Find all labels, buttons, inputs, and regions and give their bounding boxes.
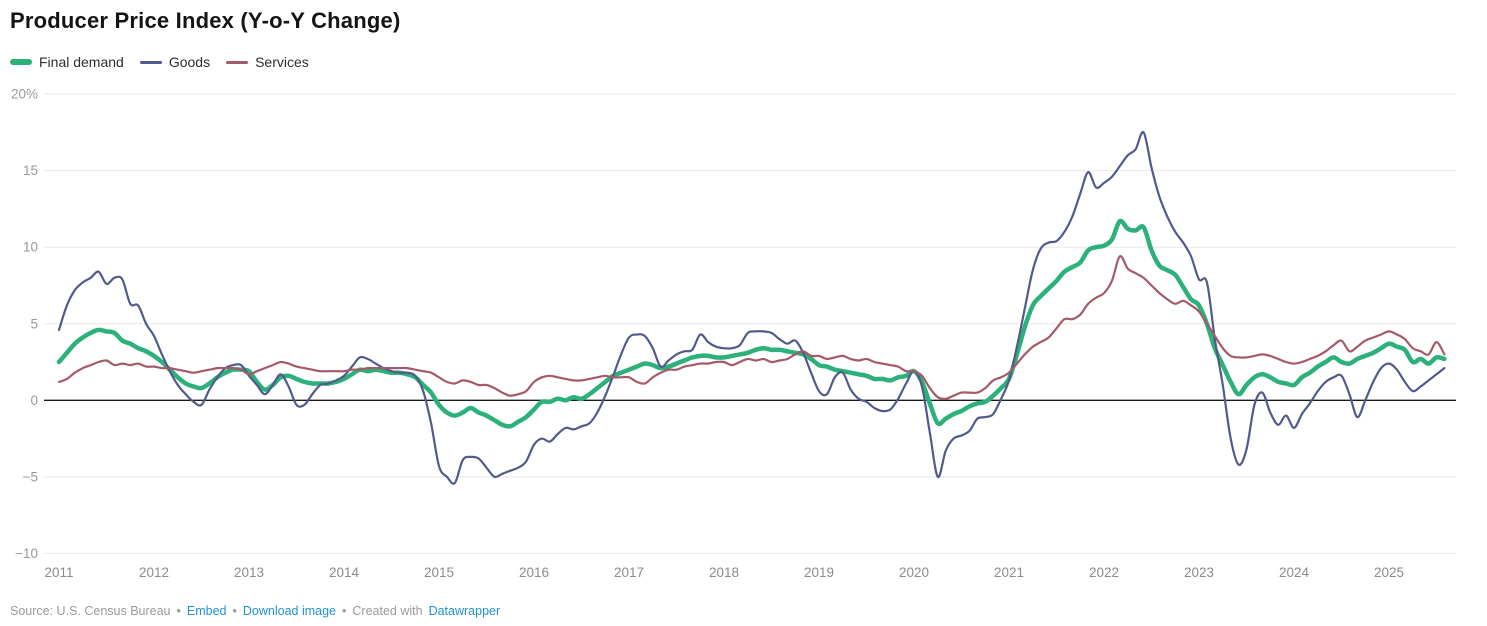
chart-footer: Source: U.S. Census Bureau • Embed • Dow… <box>10 604 500 618</box>
x-axis-tick-label: 2021 <box>994 565 1024 580</box>
x-axis-tick-label: 2012 <box>139 565 169 580</box>
x-axis-tick-label: 2025 <box>1374 565 1404 580</box>
x-axis-tick-label: 2017 <box>614 565 644 580</box>
x-axis-tick-label: 2014 <box>329 565 360 580</box>
datawrapper-link[interactable]: Datawrapper <box>428 604 501 618</box>
legend-swatch-goods <box>139 60 162 64</box>
chart-title: Producer Price Index (Y-o-Y Change) <box>10 8 401 33</box>
legend-item-goods: Goods <box>139 54 211 70</box>
y-axis-tick-label: 5 <box>30 316 38 331</box>
x-axis-tick-label: 2015 <box>424 565 454 580</box>
y-axis-tick-label: 20% <box>11 87 38 102</box>
y-axis-tick-label: 10 <box>23 240 38 255</box>
legend-label: Services <box>255 54 309 70</box>
embed-link[interactable]: Embed <box>186 604 227 618</box>
y-axis-tick-label: 15 <box>23 163 38 178</box>
legend-item-services: Services <box>226 54 309 70</box>
x-axis-tick-label: 2011 <box>44 565 73 580</box>
y-axis-tick-label: 0 <box>30 393 38 408</box>
x-axis-tick-label: 2020 <box>899 565 929 580</box>
legend-item-final-demand: Final demand <box>10 54 124 70</box>
series-line-final-demand <box>56 218 1447 429</box>
source-text: Source: U.S. Census Bureau <box>10 604 171 618</box>
x-axis-tick-label: 2016 <box>519 565 549 580</box>
legend-label: Goods <box>168 54 211 70</box>
series-line-services <box>57 255 1446 400</box>
series-line-goods <box>57 130 1446 485</box>
x-axis-tick-label: 2013 <box>234 565 264 580</box>
legend-swatch-services <box>226 60 249 64</box>
x-axis-tick-label: 2023 <box>1184 565 1214 580</box>
legend-swatch-final-demand <box>10 59 32 65</box>
x-axis-tick-label: 2024 <box>1279 565 1310 580</box>
x-axis-tick-label: 2019 <box>804 565 834 580</box>
download-image-link[interactable]: Download image <box>242 604 336 618</box>
footer-separator: • <box>342 604 347 618</box>
footer-separator: • <box>232 604 237 618</box>
footer-separator: • <box>176 604 181 618</box>
legend-label: Final demand <box>39 54 124 70</box>
chart-legend: Final demand Goods Services <box>10 54 309 70</box>
x-axis-tick-label: 2018 <box>709 565 739 580</box>
created-with-text: Created with <box>352 604 423 618</box>
y-axis-tick-label: −10 <box>15 546 38 561</box>
y-axis-tick-label: −5 <box>23 469 38 484</box>
x-axis-tick-label: 2022 <box>1089 565 1119 580</box>
